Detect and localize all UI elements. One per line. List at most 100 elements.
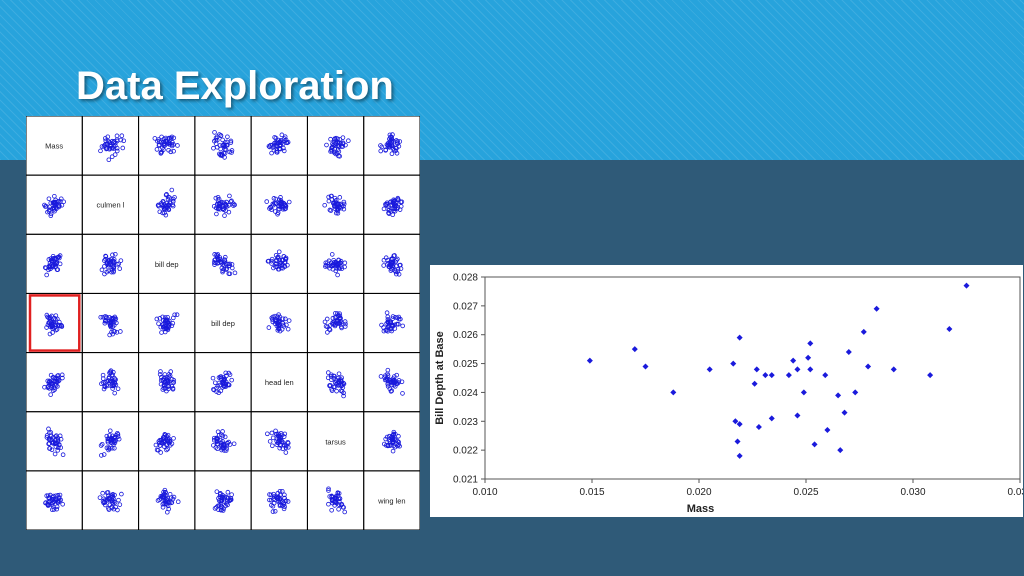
matrix-point: [325, 370, 331, 375]
matrix-point: [388, 379, 394, 384]
matrix-point: [114, 133, 120, 139]
matrix-point: [396, 433, 401, 439]
data-point: [837, 447, 844, 454]
matrix-point: [322, 202, 327, 208]
matrix-point: [275, 211, 280, 217]
matrix-point: [339, 389, 345, 394]
matrix-point: [166, 322, 172, 328]
matrix-point: [55, 267, 61, 272]
matrix-cell-points: [155, 187, 177, 218]
matrix-point: [336, 378, 342, 384]
matrix-point: [50, 375, 56, 380]
matrix-cell-points: [43, 492, 65, 513]
data-point: [800, 389, 807, 396]
data-point: [845, 349, 852, 356]
matrix-cell-points: [155, 487, 181, 515]
matrix-point: [49, 385, 54, 390]
matrix-point: [282, 504, 287, 510]
matrix-point: [278, 142, 283, 147]
matrix-point: [283, 443, 289, 449]
matrix-point: [54, 504, 60, 510]
matrix-point: [99, 453, 104, 458]
matrix-point: [48, 433, 54, 439]
matrix-point: [388, 319, 393, 325]
y-tick-label: 0.025: [453, 359, 478, 370]
matrix-point: [161, 136, 167, 142]
matrix-point: [385, 206, 391, 212]
matrix-point: [231, 201, 236, 207]
matrix-point: [333, 199, 338, 205]
x-tick-label: 0.035: [1007, 487, 1023, 498]
matrix-point: [333, 260, 339, 265]
matrix-point: [276, 326, 281, 332]
matrix-point: [103, 144, 109, 150]
matrix-variable-label: tarsus: [325, 437, 346, 446]
matrix-point: [112, 390, 117, 396]
data-point: [631, 346, 638, 353]
matrix-point: [99, 267, 105, 273]
data-point: [794, 366, 801, 373]
matrix-point: [119, 491, 124, 497]
matrix-point: [335, 272, 340, 278]
matrix-point: [274, 264, 280, 270]
matrix-point: [269, 258, 274, 264]
matrix-point: [102, 136, 108, 141]
matrix-point: [211, 387, 216, 392]
matrix-point: [227, 261, 233, 267]
matrix-point: [227, 271, 233, 277]
matrix-cell-points: [153, 432, 176, 455]
matrix-point: [277, 502, 283, 507]
matrix-point: [161, 139, 167, 145]
data-point: [751, 380, 758, 387]
matrix-point: [106, 139, 111, 144]
matrix-point: [111, 383, 116, 388]
data-point: [732, 418, 739, 425]
matrix-point: [215, 446, 220, 452]
matrix-point: [157, 316, 163, 321]
matrix-cell-points: [98, 133, 127, 163]
matrix-point: [221, 441, 226, 447]
matrix-point: [106, 265, 111, 270]
matrix-point: [57, 319, 62, 325]
matrix-point: [399, 199, 405, 205]
slide-title: Data Exploration: [76, 64, 394, 108]
matrix-point: [393, 269, 398, 275]
matrix-point: [160, 436, 166, 442]
matrix-point: [49, 447, 55, 453]
matrix-point: [46, 196, 52, 202]
matrix-panel: [26, 116, 420, 530]
matrix-point: [329, 372, 334, 378]
matrix-point: [98, 315, 104, 320]
matrix-point: [160, 441, 166, 446]
matrix-point: [58, 196, 64, 202]
matrix-point: [108, 438, 114, 443]
matrix-variable-label: Mass: [45, 142, 63, 151]
matrix-point: [111, 268, 117, 273]
matrix-point: [218, 374, 224, 379]
matrix-point: [170, 196, 176, 202]
matrix-point: [400, 323, 405, 329]
matrix-point: [270, 503, 276, 509]
matrix-point: [342, 509, 348, 515]
matrix-point: [280, 446, 286, 452]
matrix-point: [329, 252, 335, 257]
matrix-point: [286, 318, 292, 323]
matrix-point: [164, 497, 170, 502]
matrix-point: [269, 430, 275, 436]
data-point: [706, 366, 713, 373]
plot-frame: [484, 276, 1021, 480]
matrix-point: [378, 374, 384, 379]
matrix-point: [265, 431, 270, 437]
matrix-point: [391, 382, 397, 388]
matrix-point: [154, 316, 160, 322]
matrix-point: [218, 146, 223, 152]
data-point: [642, 363, 649, 370]
matrix-point: [109, 500, 115, 505]
matrix-point: [397, 207, 403, 212]
matrix-point: [389, 434, 395, 440]
matrix-point: [285, 499, 291, 504]
data-point: [927, 372, 934, 379]
matrix-point: [383, 148, 388, 153]
matrix-point: [169, 187, 175, 193]
matrix-point: [57, 253, 63, 258]
